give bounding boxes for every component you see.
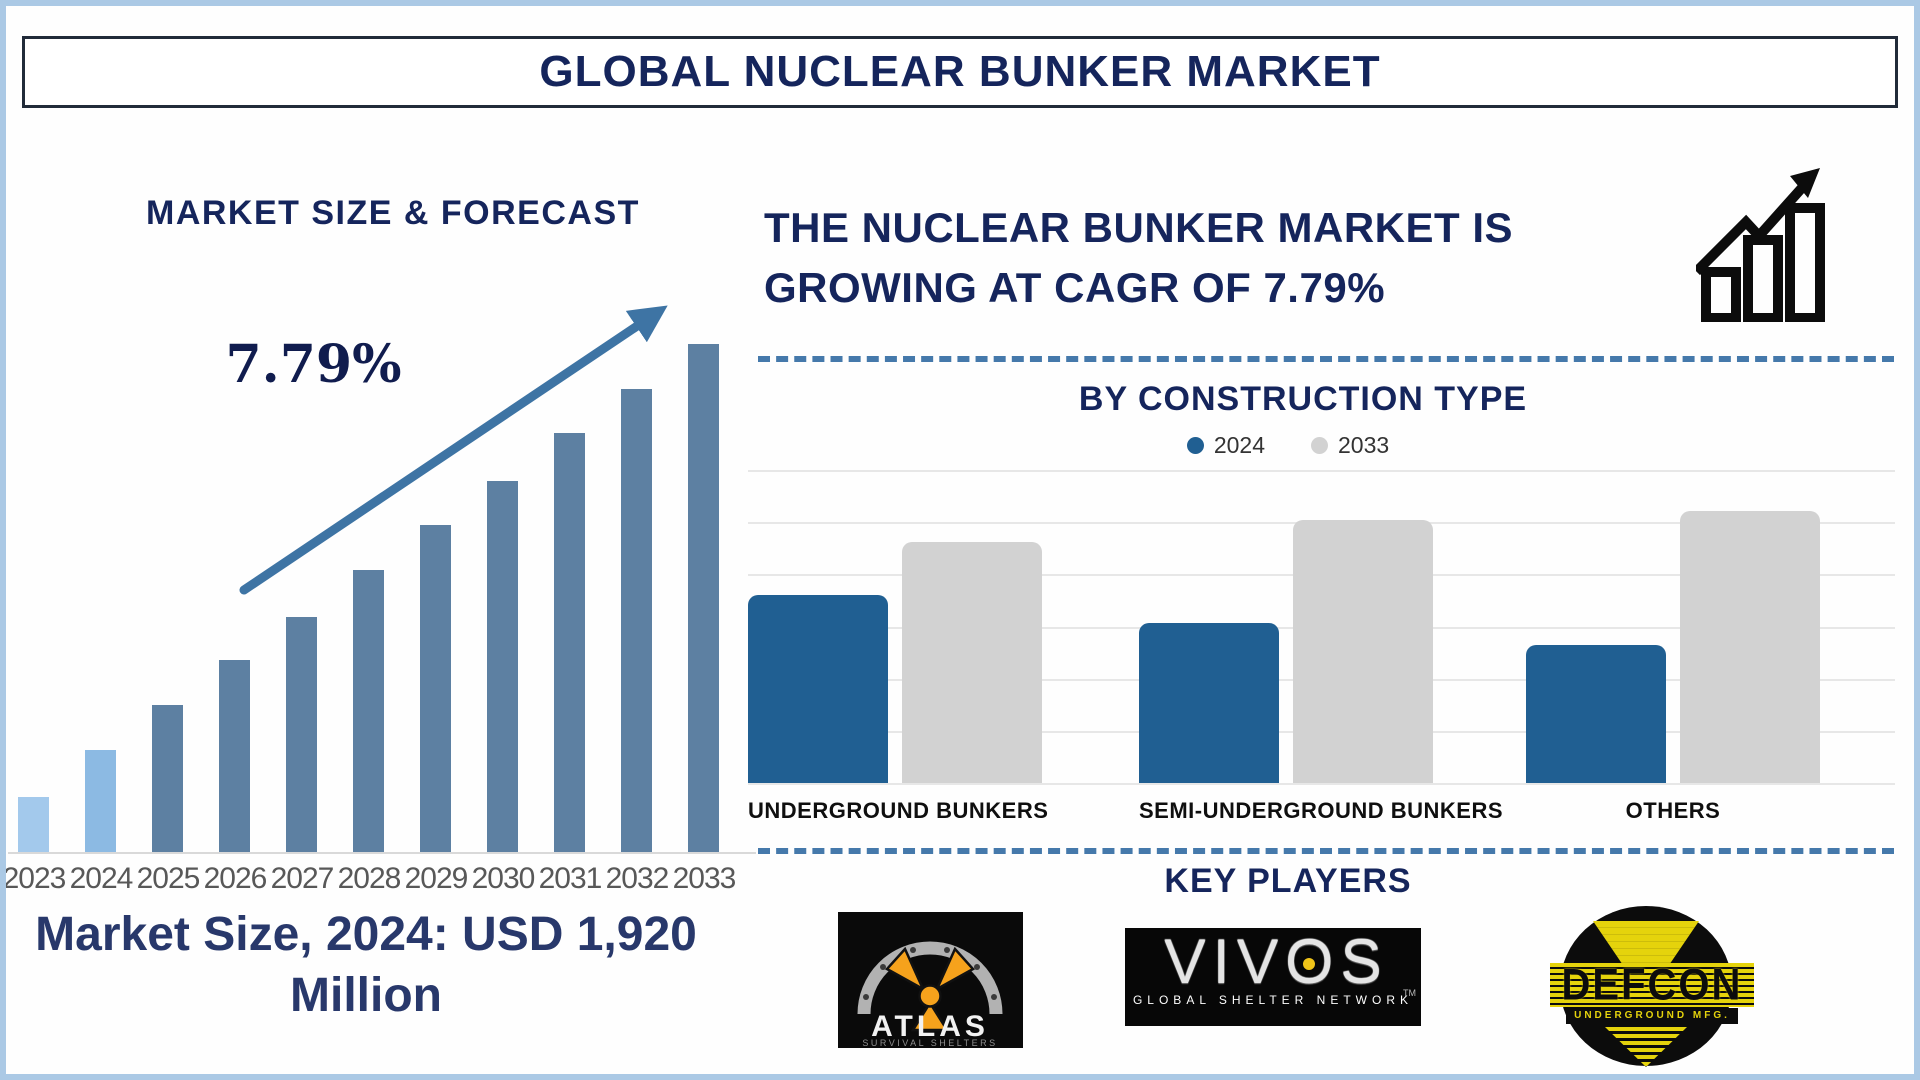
forecast-year-label-2025: 2025	[136, 862, 201, 895]
forecast-year-label-2029: 2029	[404, 862, 469, 895]
construction-group-1	[748, 470, 1042, 783]
legend-item-2033: 2033	[1311, 432, 1389, 459]
forecast-bar-2025	[152, 705, 183, 852]
construction-group-2	[1139, 470, 1433, 783]
page-title: GLOBAL NUCLEAR BUNKER MARKET	[539, 47, 1381, 96]
forecast-bar-area	[18, 344, 719, 852]
atlas-wordmark: ATLAS	[871, 1010, 989, 1043]
legend-dot-icon	[1311, 437, 1328, 454]
defcon-wordmark: DEFCON	[1561, 959, 1743, 1010]
forecast-year-label-2027: 2027	[270, 862, 335, 895]
legend-label: 2024	[1213, 432, 1265, 458]
construction-chart	[748, 470, 1895, 785]
forecast-bar-2029	[420, 524, 451, 852]
construction-category-label: UNDERGROUND BUNKERS	[748, 798, 1049, 823]
forecast-bar-2032	[621, 389, 652, 852]
key-players-title: KEY PLAYERS	[1164, 862, 1412, 900]
atlas-logo: ATLAS SURVIVAL SHELTERS	[838, 912, 1023, 1048]
atlas-radiation-icon: ATLAS SURVIVAL SHELTERS	[857, 941, 1003, 1048]
forecast-baseline	[8, 852, 756, 854]
dashed-divider-top	[758, 356, 1894, 362]
atlas-subtitle: SURVIVAL SHELTERS	[862, 1038, 997, 1048]
vivos-letter: S	[1340, 928, 1382, 997]
dashed-divider-bottom	[758, 848, 1894, 854]
forecast-bar-2030	[487, 481, 518, 852]
growth-arrow-icon	[239, 305, 668, 595]
forecast-year-label-2030: 2030	[471, 862, 536, 895]
legend-label: 2033	[1338, 432, 1390, 458]
forecast-year-label-2026: 2026	[203, 862, 268, 895]
construction-bar-2024-underground-bunkers	[748, 595, 888, 783]
vivos-letter: I	[1212, 928, 1230, 997]
forecast-bar-2026	[219, 659, 250, 852]
vivos-subtitle: GLOBAL SHELTER NETWORK	[1132, 993, 1414, 1008]
market-size-caption: Market Size, 2024: USD 1,920 Million	[35, 908, 697, 1023]
defcon-circle: DEFCON UNDERGROUND MFG.	[1550, 906, 1754, 1067]
legend-item-2024: 2024	[1186, 432, 1265, 459]
forecast-bar-2033	[688, 344, 719, 852]
construction-category-label: SEMI-UNDERGROUND BUNKERS	[1139, 798, 1504, 823]
construction-bar-2024-others	[1526, 645, 1666, 783]
construction-bar-2033-underground-bunkers	[902, 542, 1042, 783]
forecast-year-label-2032: 2032	[605, 862, 670, 895]
vivos-letter: O	[1285, 928, 1334, 997]
bar-chart-growth-icon	[1696, 168, 1825, 322]
forecast-section-title: MARKET SIZE & FORECAST	[146, 194, 640, 232]
forecast-year-label-2028: 2028	[337, 862, 402, 895]
construction-bar-2033-others	[1680, 510, 1820, 783]
forecast-bar-2024	[85, 749, 116, 852]
construction-group-3	[1526, 470, 1820, 783]
construction-labels: UNDERGROUND BUNKERS SEMI-UNDERGROUND BUNK…	[748, 798, 1895, 832]
defcon-triangle-bottom-icon	[1605, 1027, 1687, 1067]
vivos-letter: V	[1164, 928, 1206, 997]
forecast-bar-2027	[286, 616, 317, 852]
defcon-band: DEFCON	[1550, 959, 1754, 1010]
forecast-bar-2023	[18, 797, 49, 852]
forecast-year-label-2031: 2031	[538, 862, 603, 895]
forecast-year-label-2033: 2033	[672, 862, 737, 895]
gridline	[748, 470, 1895, 472]
vivos-trademark: TM	[1403, 988, 1416, 998]
legend-dot-icon	[1186, 437, 1204, 454]
forecast-year-label-2024: 2024	[69, 862, 134, 895]
construction-bar-2033-semi-underground-bunkers	[1293, 520, 1433, 783]
cagr-headline: THE NUCLEAR BUNKER MARKET IS GROWING AT …	[764, 204, 1513, 311]
forecast-year-label-2023: 2023	[2, 862, 66, 895]
construction-bar-2024-semi-underground-bunkers	[1139, 623, 1279, 783]
gridline	[748, 783, 1895, 785]
forecast-bar-2031	[554, 432, 585, 852]
construction-category-label: OTHERS	[1625, 798, 1721, 823]
title-bar: GLOBAL NUCLEAR BUNKER MARKET	[22, 36, 1898, 108]
forecast-years: 2023 2024 2025 2026 2027 2028 2029 2030 2031 2032…	[2, 862, 737, 896]
construction-section-title: BY CONSTRUCTION TYPE	[1078, 380, 1528, 418]
construction-legend: 2024 2033	[758, 432, 1818, 459]
defcon-logo: DEFCON UNDERGROUND MFG.	[1550, 906, 1754, 1072]
vivos-letter: V	[1236, 928, 1279, 997]
cagr-value-label: 7.79%	[225, 334, 402, 395]
defcon-subtitle: UNDERGROUND MFG.	[1566, 1008, 1738, 1024]
forecast-bar-2028	[353, 570, 384, 852]
